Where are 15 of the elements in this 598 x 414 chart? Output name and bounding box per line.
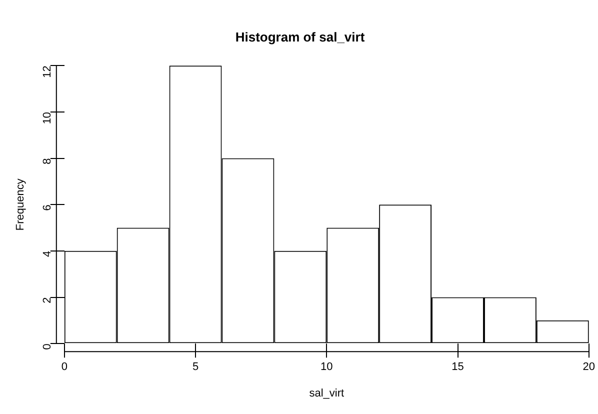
y-tick-label: 6 [41,204,54,211]
y-axis-title: Frequency [14,178,27,231]
y-tick-label: 4 [41,250,54,258]
x-tick-label: 10 [320,361,333,374]
y-tick-label: 8 [41,158,54,164]
x-tick-label: 20 [582,361,596,374]
y-tick-label: 2 [41,297,54,304]
x-tick-label: 0 [61,361,68,374]
chart-title: Histogram of sal_virt [235,29,366,44]
x-axis-title: sal_virt [309,387,344,400]
y-tick-label: 10 [41,112,54,124]
y-tick-label: 12 [41,66,54,78]
y-tick-label: 0 [41,344,54,350]
x-tick-label: 5 [192,361,199,374]
x-tick-label: 15 [452,361,464,374]
